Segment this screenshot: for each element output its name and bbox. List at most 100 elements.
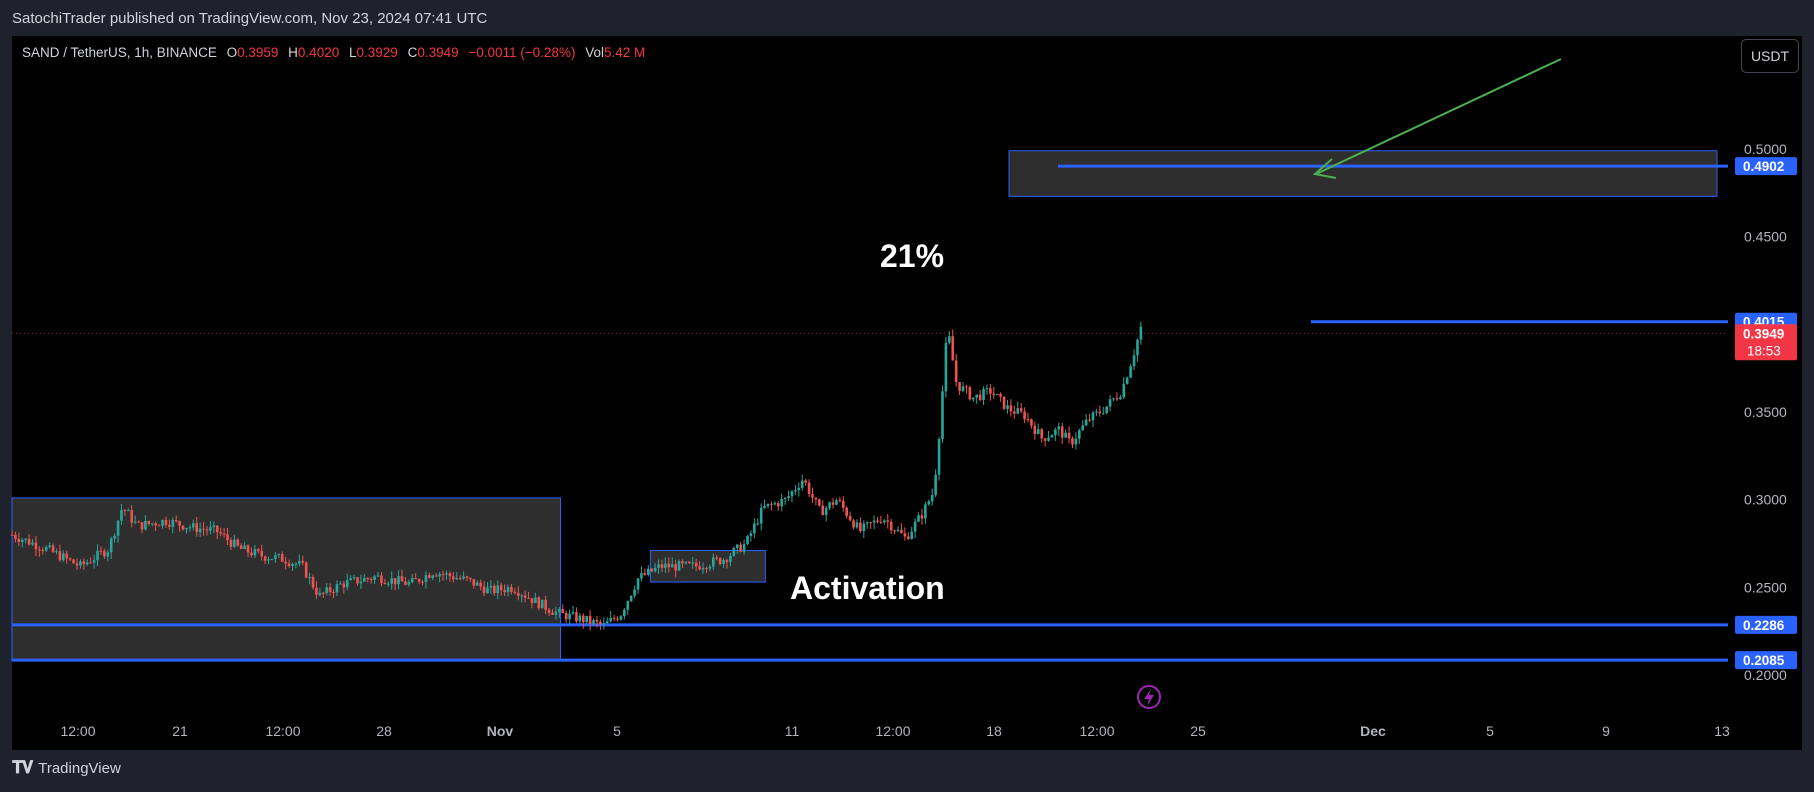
candle-body <box>212 525 216 528</box>
candle-body <box>376 575 380 577</box>
candle-body <box>729 555 732 562</box>
lightning-bolt-icon[interactable] <box>1144 689 1154 706</box>
price-tag-0.2085 <box>1735 651 1797 670</box>
candle-body <box>352 577 356 579</box>
candle-body <box>971 397 975 400</box>
candle-body <box>708 566 712 569</box>
candle-body <box>900 529 903 534</box>
candle-body <box>421 581 424 583</box>
candle-body <box>804 480 807 483</box>
open-label: O <box>226 45 238 60</box>
currency-button[interactable]: USDT <box>1741 39 1799 73</box>
candle-body <box>10 534 14 536</box>
candle-body <box>72 559 75 564</box>
candle-body <box>982 388 985 401</box>
candle-body <box>301 561 305 563</box>
candle-body <box>893 530 896 532</box>
candle-body <box>920 515 924 519</box>
candle-body <box>202 528 205 530</box>
candle-body <box>561 609 565 613</box>
candle-body <box>773 503 777 505</box>
candle-body <box>684 561 688 564</box>
candle-body <box>291 563 294 566</box>
candle-body <box>530 598 534 604</box>
candle-body <box>571 612 575 614</box>
candle-body <box>294 563 298 565</box>
candle-body <box>386 583 390 585</box>
candle-body <box>1040 429 1043 439</box>
candle-body <box>404 581 407 585</box>
candle-body <box>640 573 643 579</box>
open-value: 0.3959 <box>237 45 279 60</box>
lightning-circle-icon[interactable] <box>1137 685 1161 709</box>
symbol-name[interactable]: SAND / TetherUS, 1h, BINANCE <box>22 45 217 60</box>
candle-body <box>243 545 246 549</box>
candle-body <box>424 575 428 582</box>
candle-body <box>626 601 630 610</box>
published-text: SatochiTrader published on TradingView.c… <box>12 10 488 27</box>
candle-body <box>609 617 612 622</box>
candle-body <box>814 497 818 500</box>
candle-body <box>96 550 99 561</box>
candle-body <box>595 620 599 622</box>
x-tick-label-1: 21 <box>172 723 188 739</box>
candle-body <box>951 336 955 361</box>
candle-body <box>31 542 34 545</box>
footer-brand[interactable]: TradingView <box>38 759 121 777</box>
candle-body <box>862 523 866 532</box>
volume-value: 5.42 M <box>604 45 646 60</box>
tradingview-logo-icon[interactable]: 𝐓𝐕 <box>12 758 33 777</box>
volume-label: Vol <box>585 45 604 60</box>
candle-body <box>222 533 226 535</box>
candle-body <box>34 542 38 550</box>
candle-body <box>1105 406 1108 414</box>
candle-body <box>469 577 472 580</box>
candle-body <box>109 538 113 553</box>
low-label: L <box>348 45 357 60</box>
candle-body <box>1136 339 1139 356</box>
candle-body <box>759 507 763 524</box>
candle-body <box>896 529 900 531</box>
x-tick-label-10: 25 <box>1190 723 1206 739</box>
candle-body <box>308 576 311 578</box>
candle-body <box>780 499 784 507</box>
price-zone-0 <box>11 497 562 662</box>
candle-body <box>886 520 890 522</box>
candle-body <box>551 612 554 615</box>
annotation-activation: Activation <box>790 570 945 606</box>
candle-body <box>865 522 869 524</box>
candle-body <box>393 578 397 585</box>
candle-body <box>188 527 192 529</box>
candle-body <box>1098 411 1102 414</box>
candle-body <box>674 564 677 571</box>
candle-body <box>564 612 568 620</box>
candle-body <box>961 386 965 391</box>
candle-body <box>797 487 801 491</box>
candle-body <box>653 567 657 572</box>
candle-body <box>55 551 58 553</box>
candle-body <box>1125 377 1129 384</box>
candle-body <box>612 617 616 619</box>
candle-body <box>1016 408 1020 414</box>
candle-body <box>417 579 421 582</box>
candle-body <box>667 563 671 568</box>
candle-body <box>629 595 633 602</box>
candle-body <box>636 578 640 590</box>
candle-body <box>65 553 69 559</box>
candle-body <box>1095 411 1098 413</box>
candle-body <box>1009 405 1013 412</box>
last-price-label: 0.3949 <box>1743 326 1784 341</box>
candle-body <box>359 581 363 584</box>
candle-body <box>332 591 335 593</box>
x-tick-label-6: 11 <box>785 723 800 739</box>
candle-body <box>451 576 455 580</box>
price-tag-label-0.4902: 0.4902 <box>1743 159 1784 174</box>
candle-body <box>742 544 746 552</box>
candle-body <box>1060 426 1064 438</box>
candle-body <box>168 524 171 527</box>
candle-body <box>116 520 120 536</box>
candle-body <box>732 548 736 556</box>
price-zone-2 <box>1008 150 1718 197</box>
candle-body <box>605 621 609 624</box>
